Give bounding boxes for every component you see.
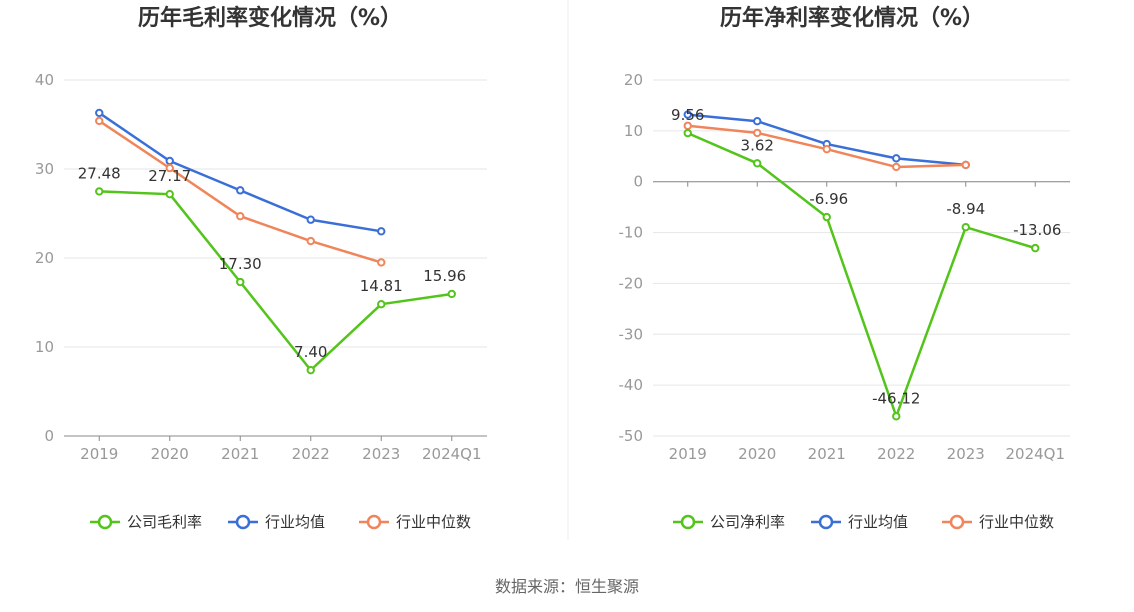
y-tick-label: -50 [619,427,644,445]
legend-swatch-marker [97,514,113,530]
data-point [95,116,104,126]
legend-label: 行业中位数 [979,513,1054,531]
legend-label: 行业均值 [848,513,908,531]
data-point [892,412,901,421]
y-tick-label: -10 [619,224,644,242]
legend-swatch-marker [235,514,251,530]
legend-item[interactable]: 行业中位数 [942,513,1054,531]
data-point [377,299,386,309]
data-label: 14.81 [360,277,403,295]
data-point [753,128,762,138]
data-source: 数据来源：恒生聚源 [495,577,639,596]
y-tick-label: -40 [619,376,644,394]
data-label: 17.30 [219,255,262,273]
data-point [961,160,970,170]
data-label: 7.40 [294,343,327,361]
legend-swatch-marker [366,514,382,530]
y-tick-label: 30 [35,160,54,178]
y-tick-label: 20 [624,71,643,89]
legend-swatch-marker [818,514,834,530]
legend-item[interactable]: 行业均值 [811,513,908,531]
y-tick-label: -20 [619,274,644,292]
x-tick-label: 2024Q1 [1005,445,1065,463]
data-label: -8.94 [946,200,985,218]
x-tick-label: 2023 [362,445,400,463]
legend-item[interactable]: 公司净利率 [673,513,785,531]
data-point [753,116,762,126]
x-tick-label: 2019 [80,445,118,463]
x-tick-label: 2024Q1 [422,445,482,463]
data-point [306,215,315,224]
data-point [892,162,901,172]
data-point [306,365,315,375]
legend-swatch-marker [949,514,965,530]
data-label: 27.48 [78,164,121,182]
gross-margin-chart: 历年毛利率变化情况（%） 0 10 20 30 40 2019 2020 2021 2022 202… [35,5,487,531]
x-tick-label: 2020 [738,445,776,463]
x-tick-label: 2022 [877,445,915,463]
y-tick-label: 0 [44,427,54,445]
data-point [236,277,245,287]
data-point [377,227,386,236]
data-point [165,156,174,166]
series-line [687,131,1036,418]
data-point [306,236,315,246]
chart-title: 历年净利率变化情况（%） [720,5,984,31]
x-tick-label: 2022 [292,445,330,463]
legend-item[interactable]: 行业均值 [228,513,325,531]
data-point [236,211,245,221]
data-label: -13.06 [1013,221,1061,239]
data-point [822,144,831,154]
y-tick-label: 10 [624,122,643,140]
data-point [822,212,831,222]
x-tick-label: 2020 [151,445,189,463]
y-tick-label: -30 [619,325,644,343]
data-point [447,289,456,299]
legend-item[interactable]: 公司毛利率 [90,513,202,531]
data-label: 27.17 [148,167,191,185]
legend-label: 行业均值 [265,513,325,531]
legend-label: 公司净利率 [710,513,785,531]
y-tick-label: 20 [35,249,54,267]
data-point [683,110,692,119]
legend-label: 公司毛利率 [127,513,202,531]
legend-item[interactable]: 行业中位数 [359,513,471,531]
legend-swatch-marker [680,514,696,530]
y-tick-label: 40 [35,71,54,89]
data-point [95,108,104,118]
data-label: 9.56 [671,106,704,124]
chart-title: 历年毛利率变化情况（%） [138,5,402,31]
data-point [753,159,762,168]
data-point [961,222,970,232]
data-point [165,163,174,173]
data-label: -6.96 [809,190,848,208]
net-margin-chart: 历年净利率变化情况（%） -50 -40 -30 -20 -10 0 10 20 2019 2020… [619,5,1070,531]
data-point [683,128,692,138]
series-line [687,113,966,167]
data-label: -46.12 [872,389,920,407]
data-label: 3.62 [741,136,774,154]
data-point [377,258,386,267]
series-line [99,190,452,372]
y-tick-label: 10 [35,338,54,356]
data-point [165,189,174,199]
x-tick-label: 2019 [669,445,707,463]
y-tick-label: 0 [633,173,643,191]
x-tick-label: 2021 [808,445,846,463]
x-tick-label: 2023 [947,445,985,463]
data-point [1031,243,1040,253]
legend-label: 行业中位数 [396,513,471,531]
x-tick-label: 2021 [221,445,259,463]
data-point [95,187,104,196]
data-label: 15.96 [423,267,466,285]
data-point [236,186,245,195]
data-point [892,154,901,163]
